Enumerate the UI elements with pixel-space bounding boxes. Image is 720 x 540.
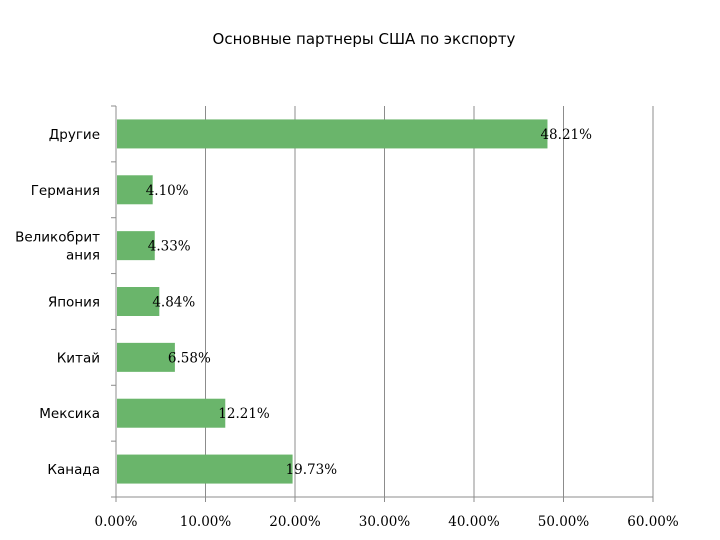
data-label: 12.21% bbox=[218, 406, 270, 422]
category-label: Канада bbox=[47, 462, 100, 478]
bar bbox=[117, 287, 160, 316]
bar bbox=[117, 119, 548, 149]
category-label: Мексика bbox=[39, 406, 100, 422]
chart-title: Основные партнеры США по экспорту bbox=[212, 30, 516, 48]
bar bbox=[117, 454, 293, 484]
x-tick-label: 50.00% bbox=[538, 514, 590, 530]
bar bbox=[117, 231, 155, 261]
x-tick-label: 20.00% bbox=[269, 514, 321, 530]
category-label: Китай bbox=[57, 350, 100, 366]
x-tick-label: 0.00% bbox=[95, 514, 138, 530]
x-tick-label: 40.00% bbox=[448, 514, 500, 530]
data-label: 48.21% bbox=[540, 127, 592, 143]
data-label: 4.33% bbox=[148, 239, 191, 255]
data-label: 6.58% bbox=[168, 350, 211, 366]
bar bbox=[117, 398, 226, 428]
x-tick-label: 30.00% bbox=[359, 514, 411, 530]
bar bbox=[117, 175, 153, 205]
category-label: Япония bbox=[48, 295, 100, 311]
bar bbox=[117, 342, 175, 372]
category-label: Другие bbox=[49, 127, 100, 143]
category-label: Великобрит ания bbox=[15, 230, 100, 264]
data-label: 4.84% bbox=[152, 295, 195, 311]
data-label: 19.73% bbox=[286, 462, 338, 478]
category-label: Германия bbox=[31, 183, 100, 199]
data-label: 4.10% bbox=[146, 183, 189, 199]
x-tick-label: 10.00% bbox=[180, 514, 232, 530]
x-tick-label: 60.00% bbox=[627, 514, 679, 530]
